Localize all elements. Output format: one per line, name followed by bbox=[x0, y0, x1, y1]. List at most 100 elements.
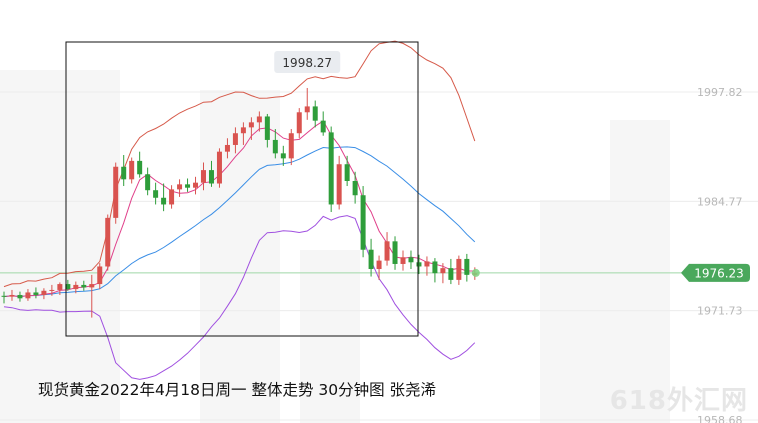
candle bbox=[81, 280, 87, 291]
candle-body bbox=[185, 184, 191, 188]
price-tag-label: 1976.23 bbox=[694, 266, 744, 280]
candle-body bbox=[304, 106, 310, 113]
candle-body bbox=[145, 174, 151, 191]
candle bbox=[384, 232, 390, 266]
candle bbox=[328, 126, 334, 213]
candle bbox=[232, 127, 238, 154]
candle-body bbox=[344, 164, 350, 181]
candle bbox=[352, 171, 358, 204]
candle bbox=[137, 151, 143, 178]
candle-body bbox=[248, 122, 254, 128]
candle bbox=[25, 289, 31, 301]
candle-body bbox=[464, 258, 470, 275]
candle bbox=[121, 155, 127, 187]
candle-body bbox=[129, 160, 135, 180]
candle-body bbox=[272, 139, 278, 154]
candle bbox=[432, 258, 438, 283]
candle-body bbox=[376, 260, 382, 269]
candle bbox=[312, 100, 318, 128]
candle bbox=[288, 129, 294, 166]
candle-body bbox=[416, 262, 422, 267]
candle-body bbox=[280, 153, 286, 159]
candle bbox=[216, 148, 222, 188]
background-block bbox=[610, 120, 670, 423]
candle-body bbox=[360, 195, 366, 250]
candle-body bbox=[153, 190, 159, 198]
price-tag-shape bbox=[681, 263, 750, 282]
candle-body bbox=[384, 241, 390, 261]
candle bbox=[169, 185, 175, 209]
candle bbox=[464, 253, 470, 282]
background-decoration bbox=[0, 70, 670, 423]
y-tick-label: 1971.73 bbox=[697, 305, 743, 318]
candle-body bbox=[193, 182, 199, 188]
candle bbox=[113, 162, 119, 224]
candle bbox=[105, 214, 111, 271]
candle-body bbox=[65, 284, 71, 290]
candle bbox=[400, 250, 406, 271]
candle bbox=[368, 238, 374, 277]
candle bbox=[153, 182, 159, 205]
candle-body bbox=[25, 292, 31, 299]
candle bbox=[424, 256, 430, 276]
boll-lower-line bbox=[3, 215, 476, 380]
candle-body bbox=[296, 112, 302, 134]
candle-body bbox=[216, 151, 222, 184]
candle-body bbox=[57, 284, 63, 290]
candle-body bbox=[161, 197, 167, 205]
candle bbox=[440, 263, 446, 284]
candle-body bbox=[424, 261, 430, 267]
candle-body bbox=[137, 160, 143, 175]
candle bbox=[49, 284, 55, 296]
candle bbox=[97, 263, 103, 290]
candle bbox=[185, 178, 191, 192]
candle-body bbox=[312, 106, 318, 121]
candle bbox=[17, 291, 23, 302]
candle-body bbox=[240, 127, 246, 134]
candle-body bbox=[456, 258, 462, 280]
candle bbox=[272, 129, 278, 159]
candle-body bbox=[73, 284, 79, 290]
candle bbox=[33, 287, 39, 299]
candle bbox=[248, 117, 254, 140]
ma-mid-line bbox=[3, 146, 476, 298]
high-annotation-box bbox=[274, 50, 341, 73]
candle-body bbox=[256, 116, 262, 123]
y-axis-labels: 1997.82 1984.77 1971.73 1958.68 bbox=[697, 86, 743, 423]
candle bbox=[448, 258, 454, 285]
candle bbox=[1, 291, 7, 304]
candle-body bbox=[97, 266, 103, 285]
background-block bbox=[0, 70, 120, 423]
candle-body bbox=[400, 257, 406, 264]
watermark-logo: 618外汇网 bbox=[609, 386, 748, 416]
candle bbox=[145, 167, 151, 196]
candle-body bbox=[113, 166, 119, 218]
highlight-box bbox=[65, 41, 419, 337]
candle-body bbox=[169, 189, 175, 205]
candle-body bbox=[232, 133, 238, 145]
candle-body bbox=[121, 166, 127, 180]
candle-body bbox=[392, 241, 398, 264]
candle-body bbox=[328, 132, 334, 205]
high-annotation-label: 1998.27 bbox=[282, 56, 332, 70]
y-tick-label: 1984.77 bbox=[697, 195, 743, 208]
last-price-dot bbox=[471, 268, 480, 277]
chart-caption: 现货黄金2022年4月18日周一 整体走势 30分钟图 张尧浠 bbox=[38, 381, 437, 399]
candle-body bbox=[440, 268, 446, 274]
candle bbox=[193, 176, 199, 195]
candle bbox=[456, 255, 462, 285]
candle-body bbox=[177, 184, 183, 190]
candle-body bbox=[9, 294, 15, 297]
background-block bbox=[540, 200, 610, 423]
candle-body bbox=[368, 249, 374, 269]
candle-body bbox=[1, 295, 7, 297]
candle-body bbox=[352, 180, 358, 196]
candle bbox=[360, 186, 366, 258]
candle-body bbox=[105, 217, 111, 267]
candle-body bbox=[89, 284, 95, 288]
y-tick-label: 1958.68 bbox=[697, 414, 743, 423]
candle bbox=[320, 111, 326, 136]
candles bbox=[1, 87, 480, 318]
